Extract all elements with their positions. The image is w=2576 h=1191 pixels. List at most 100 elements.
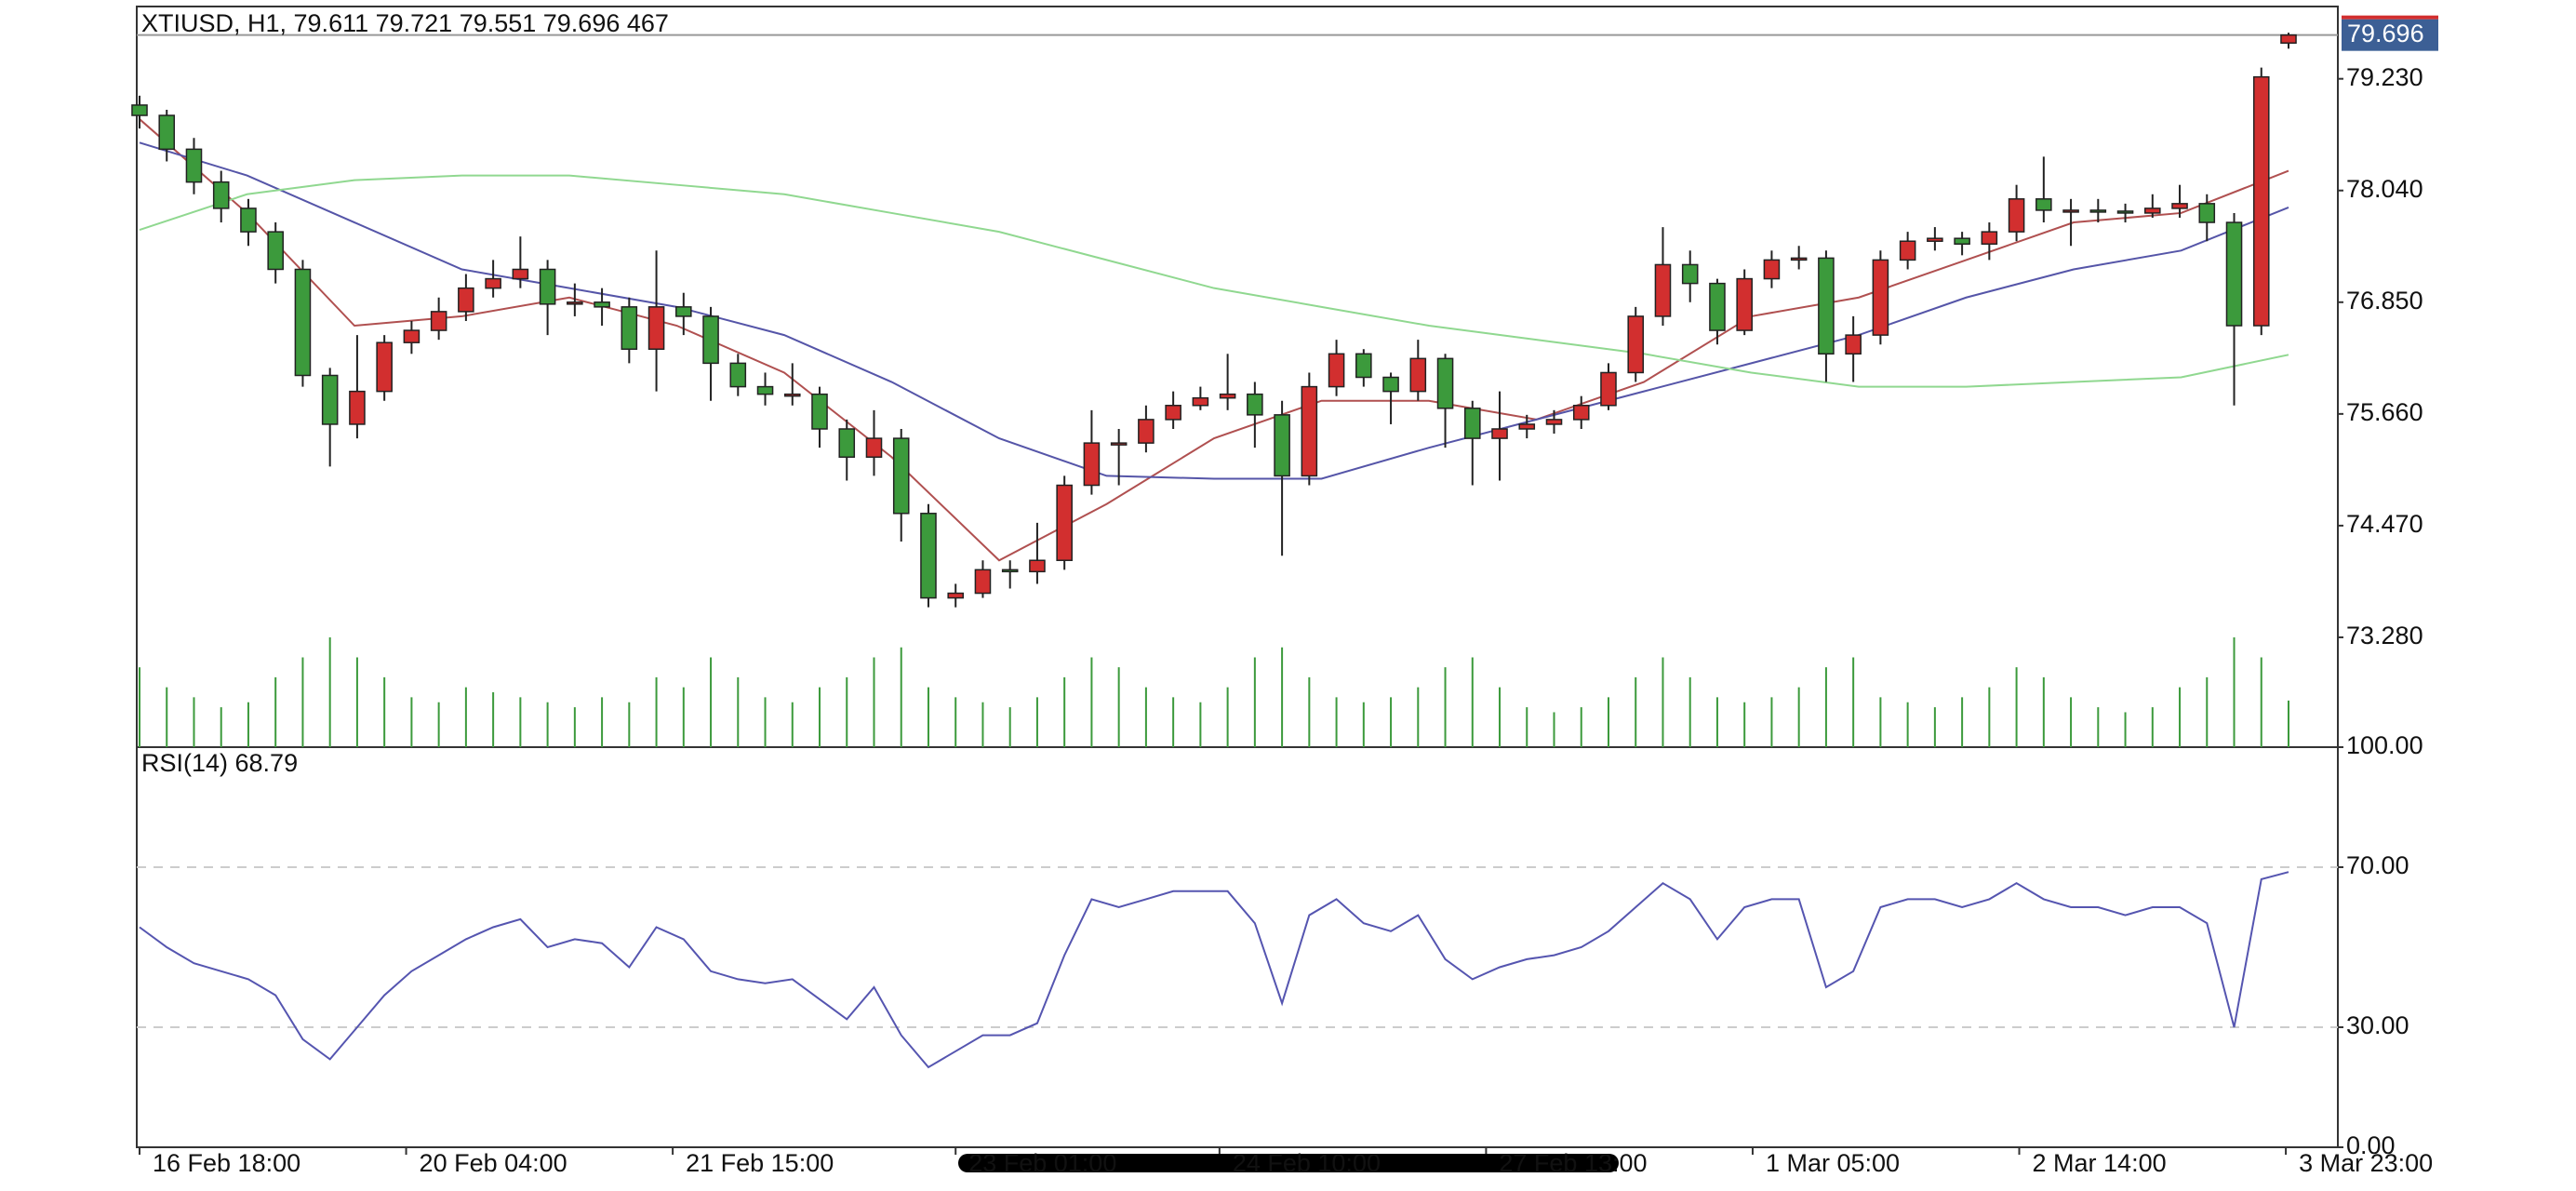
candle-body (1219, 393, 1236, 399)
candle-body (1328, 353, 1345, 388)
last-price-label: 79.696 (2347, 20, 2424, 47)
x-tick-label: 16 Feb 18:00 (153, 1149, 300, 1177)
candle-body (1600, 371, 1617, 407)
candle-body (1029, 559, 1046, 573)
moving-average (139, 174, 2289, 388)
candle-body (1927, 237, 1943, 242)
candle-body (2116, 210, 2134, 214)
candle-body (212, 181, 230, 209)
candle-body (1845, 334, 1862, 355)
candle-body (811, 393, 828, 430)
candle-body (756, 385, 774, 395)
candle-body (1981, 231, 1998, 245)
candle-body (1654, 263, 1672, 317)
x-tick-label: 27 Feb 13:00 (1499, 1149, 1647, 1177)
candle-body (2008, 198, 2025, 233)
last-price-flag (2342, 15, 2438, 20)
candle-body (892, 437, 910, 515)
candle-body (1001, 569, 1019, 573)
candle-body (2171, 203, 2188, 209)
candle-body (1709, 282, 1726, 331)
candle-body (1165, 405, 1181, 421)
candle-body (403, 329, 420, 343)
rsi-tick-label: 100.00 (2346, 731, 2423, 759)
redaction-bar (958, 1154, 1619, 1172)
candle-body (321, 374, 339, 425)
candle-body (621, 306, 638, 350)
candle-body (1790, 257, 1808, 261)
candle-body (1872, 259, 1889, 336)
x-tick-label: 2 Mar 14:00 (2033, 1149, 2167, 1177)
candle-body (2252, 75, 2270, 327)
candle-body (2198, 203, 2216, 223)
chart-title: XTIUSD, H1, 79.611 79.721 79.551 79.696 … (141, 9, 669, 37)
y-tick-label: 75.660 (2346, 398, 2423, 426)
candle-body (2035, 198, 2052, 211)
candle-body (1436, 357, 1454, 409)
candle-body (1382, 376, 1399, 393)
candle-body (485, 277, 501, 289)
candle-body (1192, 396, 1209, 407)
moving-average (139, 118, 2289, 562)
candle-body (2089, 209, 2107, 213)
candle-body (1138, 419, 1155, 444)
frame (136, 6, 2339, 1148)
x-tick-label: 1 Mar 05:00 (1766, 1149, 1900, 1177)
last-price-box (2342, 19, 2438, 51)
candle-body (1247, 393, 1263, 416)
candle-body (2280, 33, 2297, 44)
candle-body (158, 114, 176, 151)
candle-body (539, 268, 556, 305)
moving-average (139, 141, 2289, 480)
y-tick-label: 78.040 (2346, 175, 2423, 203)
candle-body (349, 390, 366, 425)
rsi-label: RSI(14) 68.79 (141, 749, 298, 777)
candle-body (240, 207, 257, 233)
y-tick-label: 79.230 (2346, 63, 2423, 91)
candle-body (729, 362, 747, 388)
candle-body (1518, 423, 1536, 430)
candle-body (1954, 237, 1970, 245)
x-tick-label: 21 Feb 15:00 (686, 1149, 834, 1177)
candle-body (1899, 240, 1916, 261)
candle-body (1301, 385, 1318, 477)
candle-body (131, 104, 148, 116)
candle-body (430, 311, 447, 331)
x-tick-label: 3 Mar 23:00 (2299, 1149, 2433, 1177)
candle-body (1818, 257, 1835, 355)
candle-body (675, 306, 692, 317)
candle-body (594, 301, 610, 308)
candle-body (1056, 484, 1073, 561)
candle-body (1572, 405, 1590, 421)
rsi-tick-label: 0.00 (2346, 1131, 2396, 1159)
y-tick-label: 76.850 (2346, 287, 2423, 314)
candle-body (512, 268, 529, 280)
x-tick-label: 20 Feb 04:00 (420, 1149, 567, 1177)
rsi-line (139, 871, 2289, 1069)
candle-body (647, 306, 665, 350)
candle-body (920, 513, 937, 599)
candle-body (783, 393, 801, 397)
candle-body (294, 268, 312, 377)
candle-body (1409, 357, 1427, 393)
candle-body (1274, 414, 1290, 477)
candle-body (567, 301, 583, 305)
candle-body (974, 569, 992, 595)
x-tick-label: 23 Feb 01:00 (968, 1149, 1116, 1177)
candle-body (1110, 442, 1128, 446)
candle-body (2062, 209, 2079, 213)
candle-body (702, 315, 719, 365)
candle-body (1763, 259, 1781, 280)
candle-body (2225, 221, 2243, 327)
candle-body (2144, 207, 2161, 214)
candle-body (1463, 408, 1481, 439)
candle-body (1355, 353, 1372, 379)
candle-body (1681, 263, 1699, 285)
y-tick-label: 73.280 (2346, 622, 2423, 649)
plot-layer (131, 33, 2343, 1155)
candle-body (947, 592, 965, 599)
x-tick-label: 24 Feb 10:00 (1233, 1149, 1381, 1177)
y-tick-label: 74.470 (2346, 510, 2423, 538)
